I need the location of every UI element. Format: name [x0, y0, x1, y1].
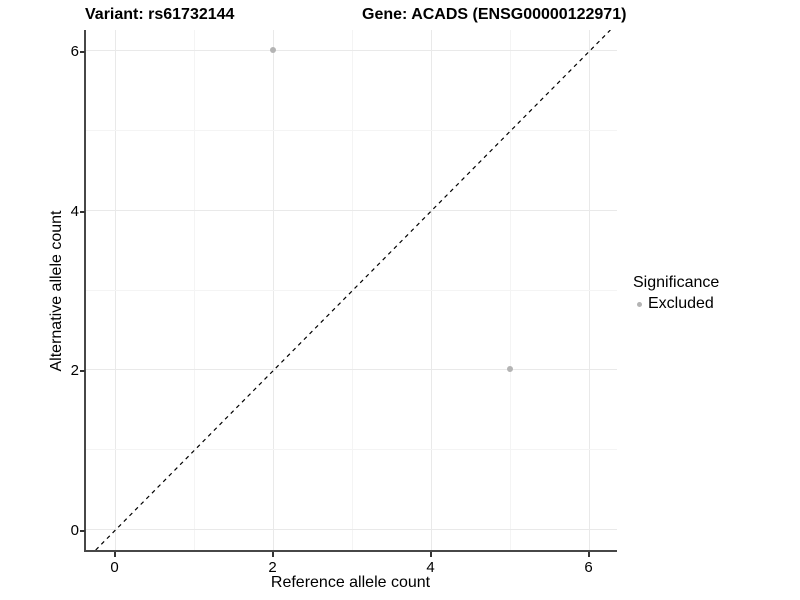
y-tick-label-6: 6 [70, 43, 79, 61]
x-tick-6 [587, 552, 590, 557]
legend-key-circle-icon [637, 301, 642, 307]
plot-title-gene: Gene: ACADS (ENSG00000122971) [362, 6, 627, 23]
x-tick-4 [429, 552, 432, 557]
legend-item-excluded: Excluded [633, 295, 719, 313]
legend: Significance Excluded [633, 274, 719, 313]
x-tick-label-0: 0 [110, 559, 119, 576]
x-tick-label-6: 6 [584, 559, 593, 576]
plot-panel [84, 30, 617, 552]
data-point [269, 47, 276, 54]
x-tick-label-4: 4 [426, 559, 435, 576]
gridline-y2 [86, 369, 617, 371]
plot-title-variant: Variant: rs61732144 [85, 6, 235, 23]
y-tick-label-4: 4 [70, 202, 79, 220]
x-tick-2 [271, 552, 274, 557]
gridline-y4 [86, 209, 617, 211]
x-tick-0 [113, 552, 116, 557]
identity-line [95, 30, 611, 550]
x-axis-title: Reference allele count [270, 574, 431, 591]
y-tick-2 [80, 370, 85, 373]
gridline-y1 [86, 449, 617, 451]
gridline-y5 [86, 129, 617, 131]
y-tick-label-0: 0 [70, 522, 79, 539]
y-tick-4 [80, 210, 85, 213]
data-point [506, 366, 513, 373]
y-tick-6 [80, 51, 85, 54]
legend-item-label: Excluded [648, 295, 714, 312]
y-tick-0 [80, 530, 85, 532]
legend-title: Significance [633, 274, 720, 291]
y-tick-label-2: 2 [70, 362, 79, 380]
gridline-y3 [86, 289, 617, 291]
gridline-y0 [86, 529, 617, 530]
gridline-y6 [86, 50, 617, 52]
y-axis-title: Alternative allele count [48, 210, 65, 372]
x-tick-label-2: 2 [268, 559, 277, 576]
